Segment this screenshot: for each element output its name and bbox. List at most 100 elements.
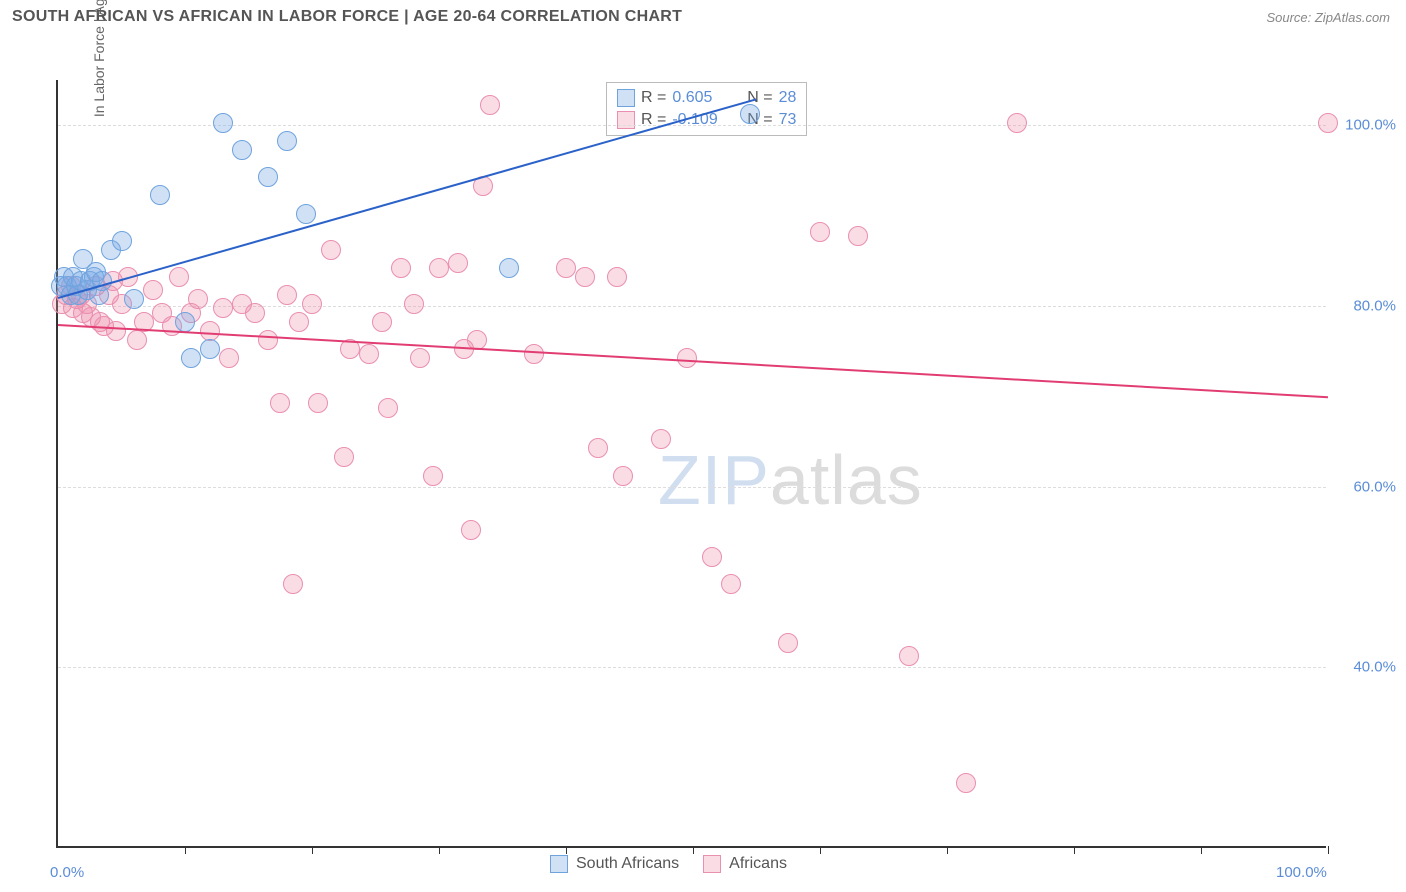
watermark-zip: ZIP <box>658 441 770 519</box>
data-point <box>258 330 278 350</box>
x-tick <box>1074 846 1075 854</box>
x-tick <box>1328 846 1329 854</box>
data-point <box>740 104 760 124</box>
x-tick <box>1201 846 1202 854</box>
data-point <box>200 321 220 341</box>
data-point <box>677 348 697 368</box>
data-point <box>219 348 239 368</box>
legend-swatch <box>617 111 635 129</box>
legend-n-value: 73 <box>779 111 797 129</box>
data-point <box>391 258 411 278</box>
correlation-legend: R = 0.605 N = 28R = -0.109 N = 73 <box>606 82 807 136</box>
data-point <box>359 344 379 364</box>
legend-item: South Africans <box>550 855 679 873</box>
chart-header: SOUTH AFRICAN VS AFRICAN IN LABOR FORCE … <box>0 0 1406 34</box>
data-point <box>848 226 868 246</box>
y-tick-label: 100.0% <box>1345 117 1396 134</box>
data-point <box>429 258 449 278</box>
data-point <box>448 253 468 273</box>
data-point <box>181 348 201 368</box>
data-point <box>289 312 309 332</box>
data-point <box>127 330 147 350</box>
x-tick <box>693 846 694 854</box>
data-point <box>524 344 544 364</box>
data-point <box>607 267 627 287</box>
data-point <box>213 298 233 318</box>
watermark: ZIPatlas <box>658 440 923 520</box>
data-point <box>200 339 220 359</box>
grid-line <box>58 487 1326 488</box>
data-point <box>480 95 500 115</box>
data-point <box>778 633 798 653</box>
watermark-atlas: atlas <box>770 441 923 519</box>
data-point <box>321 240 341 260</box>
y-tick-label: 80.0% <box>1353 297 1396 314</box>
data-point <box>296 204 316 224</box>
x-tick <box>439 846 440 854</box>
data-point <box>334 447 354 467</box>
data-point <box>899 646 919 666</box>
x-axis-max-label: 100.0% <box>1276 864 1327 881</box>
data-point <box>245 303 265 323</box>
data-point <box>277 285 297 305</box>
data-point <box>410 348 430 368</box>
plot-region: ZIPatlas R = 0.605 N = 28R = -0.109 N = … <box>56 80 1326 848</box>
data-point <box>169 267 189 287</box>
data-point <box>956 773 976 793</box>
y-tick-label: 40.0% <box>1353 659 1396 676</box>
source-label: Source: ZipAtlas.com <box>1266 10 1390 25</box>
data-point <box>150 185 170 205</box>
data-point <box>270 393 290 413</box>
data-point <box>188 289 208 309</box>
data-point <box>143 280 163 300</box>
data-point <box>721 574 741 594</box>
data-point <box>378 398 398 418</box>
legend-swatch <box>550 855 568 873</box>
data-point <box>588 438 608 458</box>
trend-line <box>58 324 1328 398</box>
grid-line <box>58 667 1326 668</box>
y-tick-label: 60.0% <box>1353 478 1396 495</box>
legend-item: Africans <box>703 855 787 873</box>
data-point <box>575 267 595 287</box>
legend-series-label: South Africans <box>576 855 679 873</box>
data-point <box>112 231 132 251</box>
x-tick <box>312 846 313 854</box>
data-point <box>702 547 722 567</box>
data-point <box>232 140 252 160</box>
data-point <box>106 321 126 341</box>
x-tick <box>185 846 186 854</box>
data-point <box>1318 113 1338 133</box>
grid-line <box>58 125 1326 126</box>
legend-series-label: Africans <box>729 855 787 873</box>
data-point <box>651 429 671 449</box>
data-point <box>499 258 519 278</box>
data-point <box>613 466 633 486</box>
x-tick <box>947 846 948 854</box>
legend-n-value: 28 <box>779 89 797 107</box>
data-point <box>404 294 424 314</box>
data-point <box>213 113 233 133</box>
data-point <box>372 312 392 332</box>
data-point <box>461 520 481 540</box>
data-point <box>283 574 303 594</box>
data-point <box>175 312 195 332</box>
legend-swatch <box>617 89 635 107</box>
data-point <box>556 258 576 278</box>
legend-r-value: 0.605 <box>672 89 732 107</box>
legend-swatch <box>703 855 721 873</box>
legend-row: R = 0.605 N = 28 <box>617 87 796 109</box>
x-tick <box>566 846 567 854</box>
data-point <box>810 222 830 242</box>
x-axis-min-label: 0.0% <box>50 864 84 881</box>
legend-r-label: R = <box>641 89 666 107</box>
chart-title: SOUTH AFRICAN VS AFRICAN IN LABOR FORCE … <box>12 8 682 26</box>
data-point <box>258 167 278 187</box>
data-point <box>124 289 144 309</box>
data-point <box>302 294 322 314</box>
data-point <box>277 131 297 151</box>
data-point <box>423 466 443 486</box>
x-tick <box>820 846 821 854</box>
data-point <box>308 393 328 413</box>
data-point <box>1007 113 1027 133</box>
